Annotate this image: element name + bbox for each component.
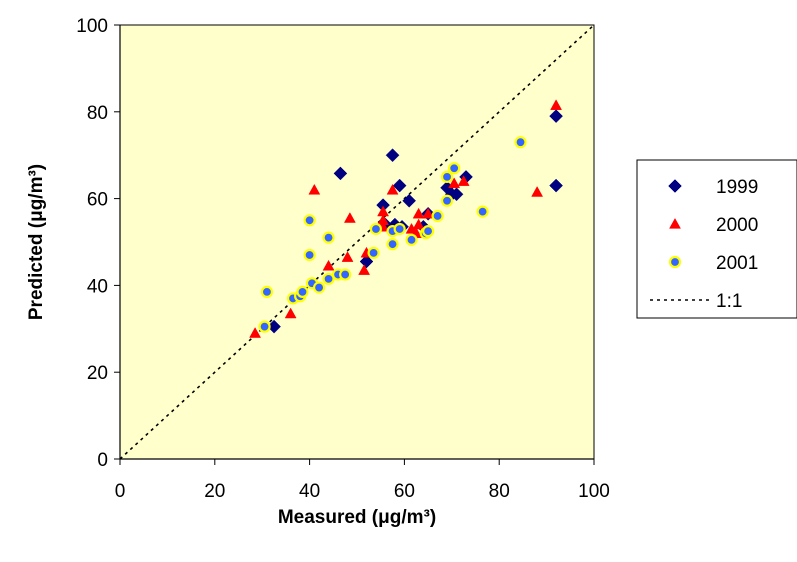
marker-2001-point: [260, 285, 274, 299]
marker-2000-point: [457, 175, 470, 186]
marker-2001-point: [476, 205, 489, 218]
marker-2000-point: [308, 183, 321, 195]
x-tick-label: 0: [115, 481, 126, 502]
marker-2000-point: [386, 183, 399, 195]
legend: 1999 2000 2001 1:1: [636, 159, 797, 319]
marker-1999-point: [549, 109, 563, 123]
marker-2000-point: [412, 218, 425, 230]
marker-2001-legend: [668, 255, 682, 269]
marker-2001-point: [405, 233, 418, 246]
marker-2001-point: [339, 268, 352, 281]
marker-2001-point: [322, 272, 335, 285]
marker-2001-point: [422, 225, 435, 238]
one-to-one-line-layer: [119, 24, 595, 460]
ticks-layer: 0 20 40 60 80 100 0 20 40 60 80 100: [76, 16, 610, 502]
x-tick-label: 100: [578, 481, 610, 502]
data-points-layer: [249, 99, 563, 338]
legend-box: [636, 159, 797, 319]
marker-1999-point: [449, 187, 464, 202]
marker-2000-point: [422, 207, 435, 219]
marker-2001-point: [440, 194, 454, 207]
marker-2001-point: [303, 214, 316, 227]
one-to-one-line: [119, 24, 595, 460]
marker-2001-point: [312, 281, 326, 294]
y-tick-label: 20: [87, 363, 108, 384]
marker-2001-point: [367, 246, 380, 259]
x-tick-label: 20: [204, 481, 225, 502]
axes-layer: [119, 25, 594, 460]
y-tick-label: 0: [97, 450, 108, 471]
y-tick-label: 60: [87, 190, 108, 211]
y-tick-label: 80: [87, 103, 108, 124]
x-axis-title: Measured (μg/m³): [278, 507, 436, 528]
y-axis-title: Predicted (μg/m³): [26, 164, 47, 320]
marker-1999-point: [333, 166, 348, 181]
x-tick-label: 60: [394, 481, 415, 502]
marker-2001-point: [303, 248, 316, 262]
marker-2001-point: [448, 162, 461, 175]
marker-2001-point: [296, 285, 309, 299]
marker-2000-point: [358, 264, 371, 275]
marker-1999-point: [402, 193, 416, 208]
marker-2000-point: [448, 177, 461, 189]
marker-2001-point: [431, 209, 444, 223]
marker-2000-point: [341, 251, 354, 262]
marker-2000-point: [322, 259, 335, 271]
marker-2001-point: [322, 231, 335, 244]
y-tick-label: 100: [76, 16, 108, 37]
marker-2000-point: [249, 327, 262, 338]
marker-2000-point: [343, 212, 356, 223]
marker-2001-point: [258, 320, 271, 333]
marker-2000-point: [412, 207, 425, 219]
legend-label: 1:1: [716, 291, 742, 312]
marker-1999-point: [392, 178, 407, 193]
legend-label: 2000: [716, 215, 758, 236]
marker-2001-point: [386, 238, 399, 251]
marker-2000-point: [531, 186, 544, 197]
marker-2000-legend: [669, 217, 681, 229]
marker-2000-point: [550, 99, 563, 110]
marker-1999-point: [549, 178, 563, 193]
y-tick-label: 40: [87, 276, 108, 297]
marker-2001-point: [393, 222, 406, 236]
legend-label: 1999: [716, 177, 758, 198]
x-tick-label: 40: [299, 481, 320, 502]
marker-2001-point: [514, 136, 527, 149]
marker-1999-point: [385, 148, 400, 163]
marker-2001-point: [369, 222, 383, 236]
marker-1999-legend: [668, 179, 682, 193]
marker-2001-point: [440, 170, 454, 183]
marker-1999-point: [359, 254, 374, 269]
legend-label: 2001: [716, 253, 758, 274]
marker-2000-point: [284, 307, 297, 319]
x-tick-label: 80: [489, 481, 510, 502]
